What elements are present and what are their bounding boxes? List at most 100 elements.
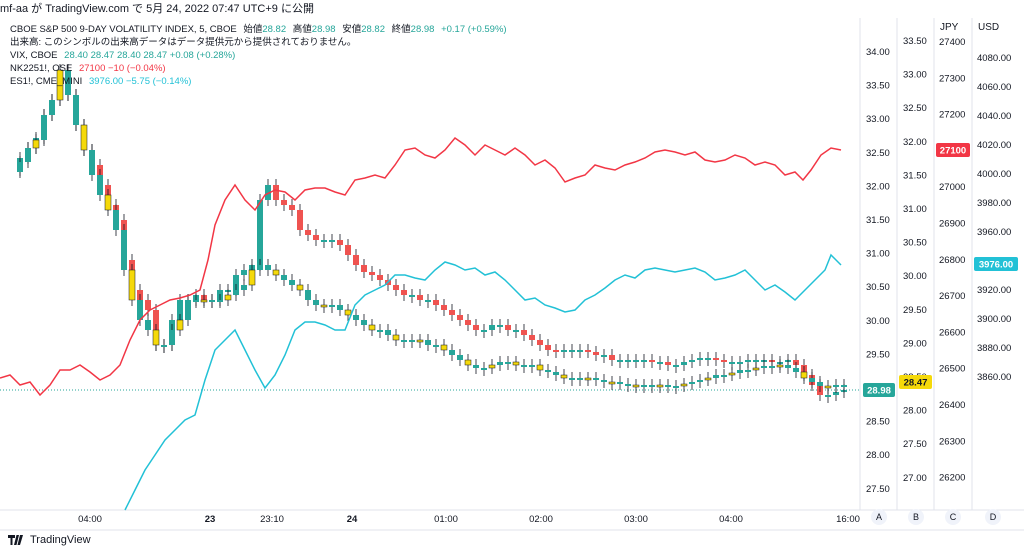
candle-body — [305, 290, 311, 300]
candle-body — [377, 275, 383, 280]
axis-b-tick: 33.50 — [903, 36, 927, 47]
candle-body — [521, 365, 527, 367]
candle-body — [241, 285, 247, 290]
candle-body — [233, 290, 239, 295]
candle-body — [769, 366, 775, 368]
candle-body — [297, 210, 303, 230]
axis-header-usd: USD — [978, 22, 1000, 33]
candle-body — [632, 384, 640, 388]
price-axis-a[interactable]: 34.00 33.50 33.00 32.50 32.00 31.50 31.00 30.50… — [866, 47, 890, 495]
candle-body — [464, 359, 472, 366]
axis-d-tick: 3880.00 — [977, 343, 1011, 354]
candle-body — [545, 345, 551, 350]
candle-body — [752, 367, 760, 371]
candle-body — [689, 360, 695, 362]
price-axis-c-jpy[interactable]: 27400 27300 27200 27100 27000 26900 26800 26700… — [939, 37, 965, 484]
axis-b-tick: 28.00 — [903, 406, 927, 417]
axis-button-c[interactable]: C — [945, 509, 961, 525]
candle-body — [145, 320, 151, 330]
legend-main-o-label: 始値 — [243, 24, 263, 35]
axis-a-tick: 31.00 — [866, 249, 890, 260]
legend-nk[interactable]: NK2251!, OSE 27100 −10 (−0.04%) — [10, 63, 170, 74]
candle-body — [337, 305, 343, 310]
candle-body — [209, 300, 215, 302]
axis-b-tick: 27.50 — [903, 439, 927, 450]
candle-body — [200, 299, 208, 303]
candle-body — [776, 364, 784, 368]
axis-d-tick: 4040.00 — [977, 111, 1011, 122]
candle-body — [761, 366, 767, 368]
time-tick: 03:00 — [624, 514, 648, 525]
time-tick: 23 — [205, 514, 216, 525]
candle-body — [401, 340, 407, 342]
candle-body — [473, 365, 479, 368]
axis-button-a[interactable]: A — [871, 509, 887, 525]
time-axis[interactable]: 04:00 23 23:10 24 01:00 02:00 03:00 04:00 16:00 — [78, 514, 860, 525]
candle-body — [361, 320, 367, 325]
candle-body — [465, 320, 471, 325]
candle-body — [608, 381, 616, 385]
candle-body — [617, 382, 623, 384]
legend-nk-values: 27100 −10 (−0.04%) — [78, 63, 166, 74]
axis-a-tick: 29.50 — [866, 349, 890, 360]
price-axis-b[interactable]: 33.50 33.00 32.50 32.00 31.50 31.00 30.50 30.00… — [903, 36, 927, 484]
es-price-tag-bg — [974, 257, 1018, 271]
axis-b-tick: 32.00 — [903, 137, 927, 148]
legend-vix-values: 28.40 28.47 28.40 28.47 +0.08 (+0.28%) — [64, 50, 236, 61]
axis-c-tick: 27300 — [939, 73, 965, 84]
legend-vix[interactable]: VIX, CBOE 28.40 28.47 28.40 28.47 +0.08 … — [10, 50, 239, 61]
axis-d-tick: 3960.00 — [977, 227, 1011, 238]
candle-body — [457, 355, 463, 360]
candle-body — [633, 360, 639, 362]
candle-body — [569, 350, 575, 352]
chart-pane[interactable] — [0, 18, 860, 510]
candle-body — [113, 210, 119, 230]
candle-body — [529, 365, 535, 367]
candle-body — [473, 325, 479, 330]
axis-a-tick: 33.50 — [866, 81, 890, 92]
candle-body — [513, 330, 519, 332]
candle-body — [800, 371, 808, 379]
price-axis-d-usd[interactable]: 4080.00 4060.00 4040.00 4020.00 4000.00 3980.… — [977, 53, 1011, 383]
candle-body — [441, 305, 447, 310]
candle-body — [617, 360, 623, 362]
candle-body — [56, 69, 64, 101]
legend-es[interactable]: ES1!, CME_MINI 3976.00 −5.75 (−0.14%) — [10, 76, 195, 87]
candle-body — [289, 205, 295, 210]
vix-price-tag-bg — [899, 375, 932, 389]
footer-brand: TradingView — [30, 534, 91, 546]
volume-notice: 出来高: このシンボルの出来高データはデータ提供元から提供されておりません。 — [10, 37, 357, 48]
candle-body — [392, 334, 400, 341]
candle-body — [296, 284, 304, 291]
candle-body — [409, 295, 415, 297]
axis-a-tick: 28.00 — [866, 450, 890, 461]
candle-body — [313, 300, 319, 305]
candle-body — [489, 325, 495, 330]
axis-button-b[interactable]: B — [908, 509, 924, 525]
axis-c-tick: 27000 — [939, 182, 965, 193]
candle-body — [289, 280, 295, 285]
candle-body — [281, 200, 287, 205]
candle-body — [729, 362, 735, 364]
candle-body — [833, 392, 839, 395]
axis-d-tick: 3920.00 — [977, 285, 1011, 296]
legend-main[interactable]: CBOE S&P 500 9-DAY VOLATILITY INDEX, 5, … — [10, 24, 511, 35]
axis-d-tick: 4060.00 — [977, 82, 1011, 93]
candle-body — [425, 340, 431, 345]
axis-b-tick: 30.00 — [903, 271, 927, 282]
candle-body — [329, 305, 335, 307]
candle-body — [32, 139, 40, 149]
axis-b-tick: 29.00 — [903, 338, 927, 349]
time-tick: 01:00 — [434, 514, 458, 525]
candle-body — [488, 364, 496, 369]
candle-body — [665, 362, 671, 365]
axis-button-d[interactable]: D — [985, 509, 1001, 525]
candle-body — [609, 355, 615, 360]
axis-c-tick: 26700 — [939, 291, 965, 302]
candlestick-series — [17, 64, 847, 403]
legend-vix-name: VIX, CBOE — [10, 50, 58, 61]
time-tick: 24 — [347, 514, 358, 525]
axis-d-tick: 3980.00 — [977, 198, 1011, 209]
candle-body — [713, 375, 719, 378]
